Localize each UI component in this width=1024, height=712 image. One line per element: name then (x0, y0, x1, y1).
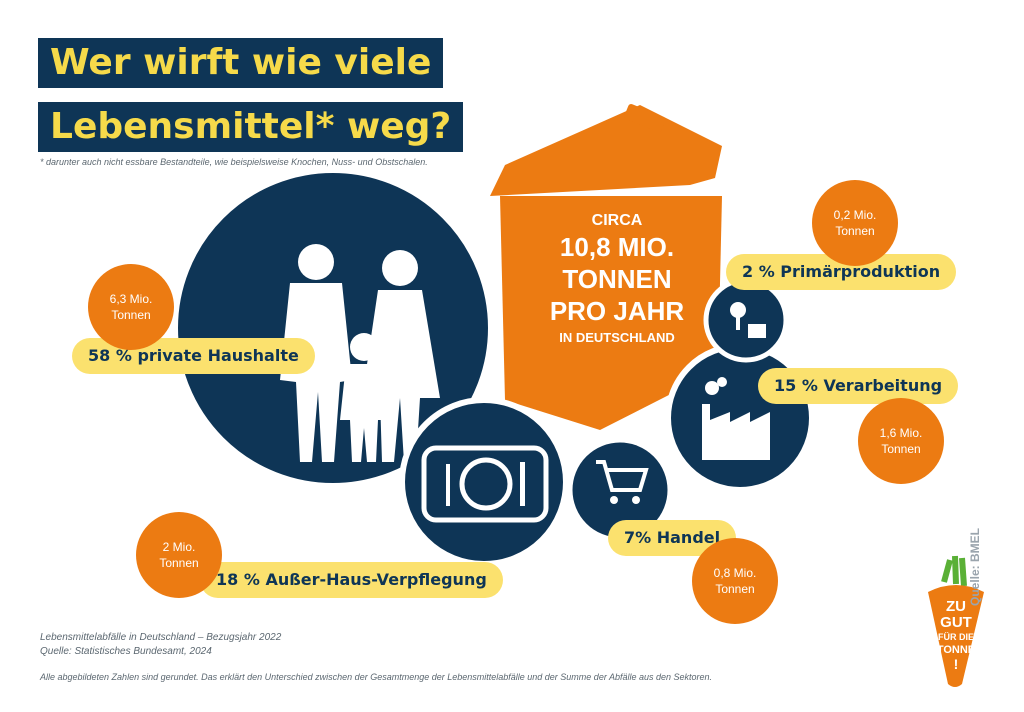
logo-line-4: TONNE (936, 644, 976, 656)
tons-value: 1,6 Mio. (879, 426, 923, 440)
label-ausser-haus: 18 % Außer-Haus-Verpflegung (200, 562, 503, 598)
tons-unit: Tonnen (881, 442, 921, 456)
family-icon (172, 167, 494, 489)
center-period: PRO JAHR (549, 296, 685, 326)
tons-value: 2 Mio. (162, 540, 196, 554)
tons-unit: Tonnen (159, 556, 199, 570)
logo-line-1: ZU (946, 598, 966, 615)
tons-primaerproduktion: 0,2 Mio. Tonnen (812, 180, 898, 266)
tons-unit: Tonnen (835, 224, 875, 238)
label-verarbeitung: 15 % Verarbeitung (758, 368, 959, 404)
tons-unit: Tonnen (715, 582, 755, 596)
carrot-logo-icon (928, 555, 984, 687)
tons-value: 0,8 Mio. (713, 566, 757, 580)
source-line-2: Quelle: Statistisches Bundesamt, 2024 (40, 646, 212, 657)
center-region: IN DEUTSCHLAND (559, 330, 675, 345)
tons-unit: Tonnen (111, 308, 151, 322)
logo-line-5: ! (953, 656, 959, 672)
footnote: * darunter auch nicht essbare Bestandtei… (40, 157, 428, 167)
logo-line-2: GUT (940, 614, 972, 631)
tons-value: 6,3 Mio. (109, 292, 153, 306)
title-line-1: Wer wirft wie viele (38, 38, 444, 88)
tons-verarbeitung: 1,6 Mio. Tonnen (858, 398, 944, 484)
tons-ausser-haus: 2 Mio. Tonnen (136, 512, 222, 598)
tons-handel: 0,8 Mio. Tonnen (692, 538, 778, 624)
center-amount: 10,8 MIO. (559, 232, 675, 262)
shopping-cart-icon (567, 437, 673, 543)
center-circa: CIRCA (591, 212, 643, 229)
source-bmel: Quelle: BMEL (968, 527, 982, 606)
tons-private-haushalte: 6,3 Mio. Tonnen (88, 264, 174, 350)
plate-cutlery-icon (399, 397, 569, 567)
tons-value: 0,2 Mio. (833, 208, 877, 222)
farm-produce-icon (703, 277, 789, 363)
title-line-2: Lebensmittel* weg? (38, 102, 464, 152)
logo-line-3: FÜR DIE (938, 632, 974, 642)
waste-bin-icon (490, 103, 722, 430)
center-unit: TONNEN (562, 264, 672, 294)
source-line-1: Lebensmittelabfälle in Deutschland – Bez… (40, 632, 282, 643)
rounding-note: Alle abgebildeten Zahlen sind gerundet. … (40, 672, 713, 682)
